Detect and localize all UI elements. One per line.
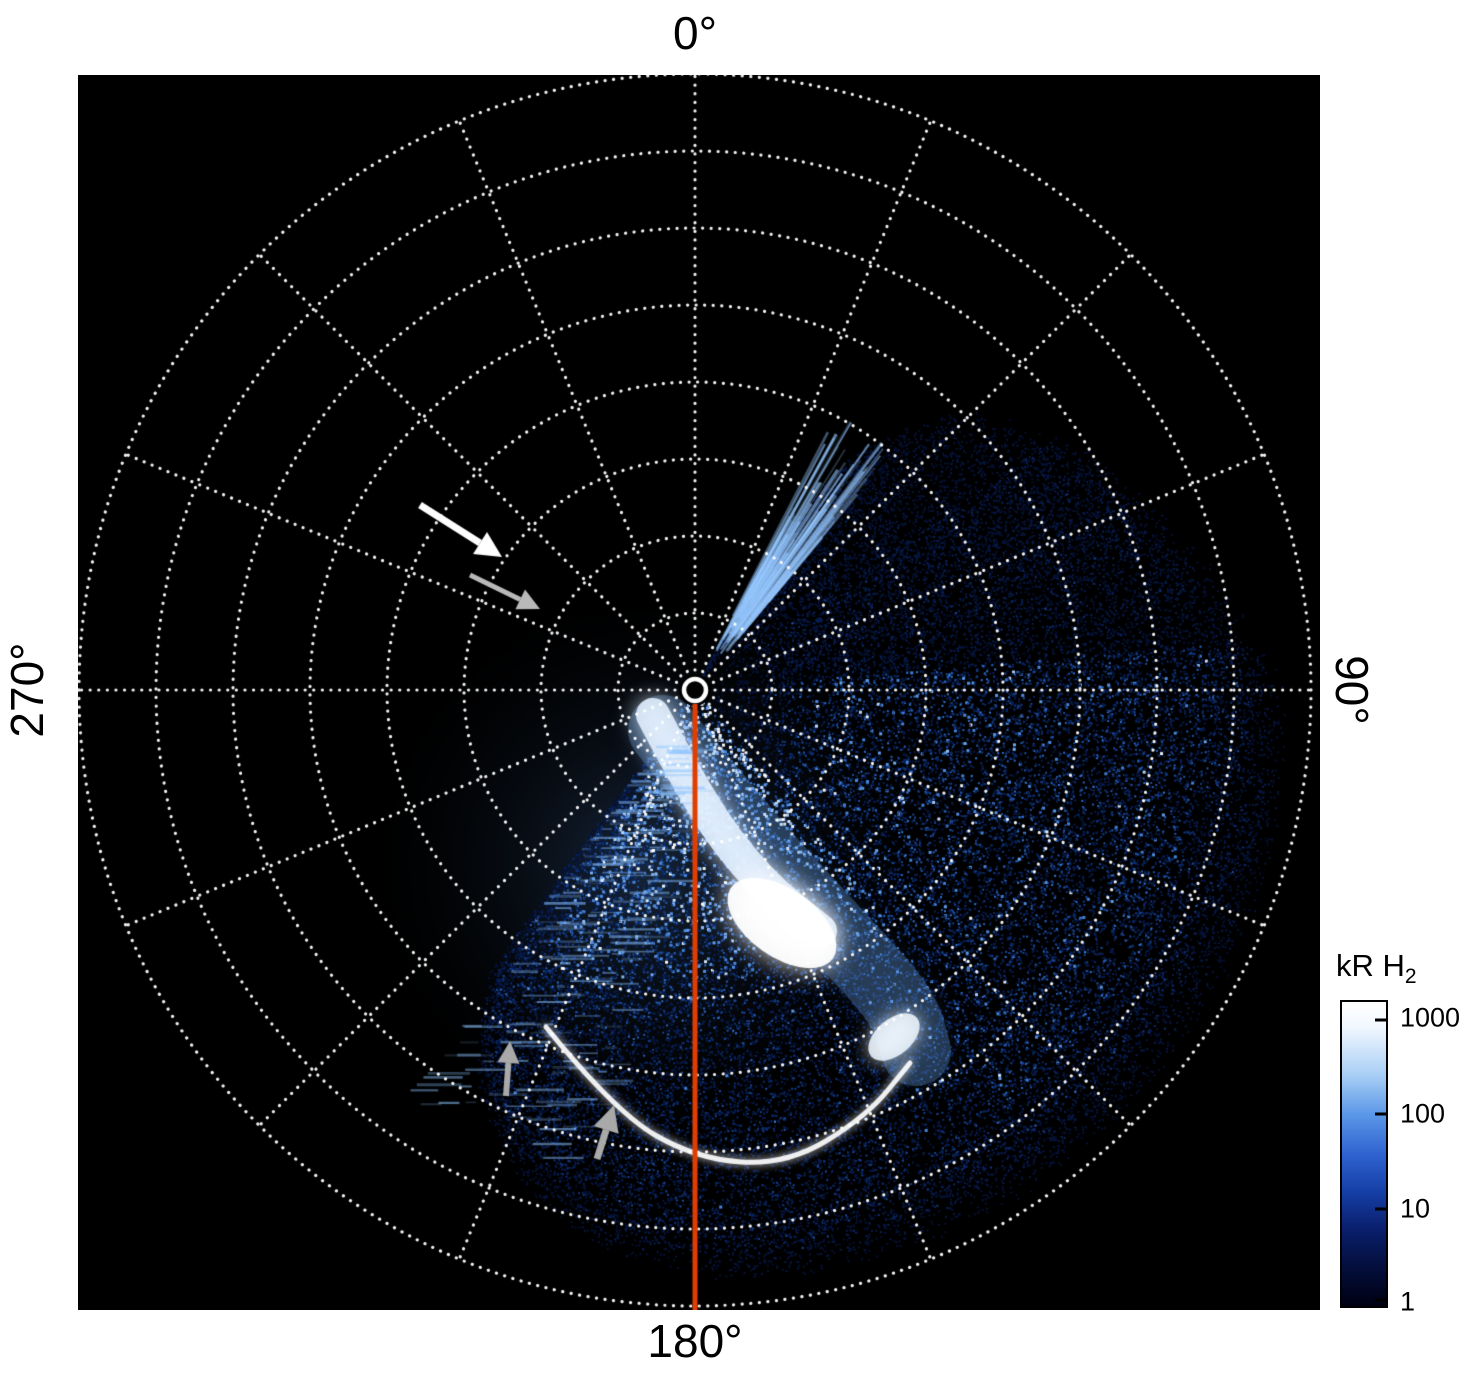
colorbar-tick-label: 1 (1400, 1286, 1416, 1317)
colorbar-tick-label: 10 (1400, 1193, 1431, 1224)
colorbar-tick-label: 100 (1400, 1098, 1446, 1129)
colorbar-title-main: kR H (1336, 948, 1405, 983)
colorbar-tick-labels: 1000 100 10 1 (1400, 1000, 1480, 1316)
colorbar-tick-label: 1000 (1400, 1002, 1461, 1033)
angle-label-270: 270° (1, 642, 53, 738)
angle-label-0: 0° (673, 7, 717, 59)
colorbar-tick-mark (1375, 1112, 1386, 1116)
angle-label-90: 90° (1326, 655, 1378, 725)
colorbar-tick-mark (1375, 1298, 1386, 1302)
angle-label-180: 180° (647, 1315, 743, 1367)
aurora-heatmap-canvas (78, 75, 1320, 1310)
colorbar-gradient (1340, 1000, 1388, 1308)
polar-plot-area (78, 75, 1320, 1310)
colorbar-tick-mark (1375, 1207, 1386, 1211)
colorbar-title: kR H2 (1336, 948, 1417, 989)
colorbar-tick-mark (1375, 1018, 1386, 1022)
colorbar-title-sub: 2 (1404, 965, 1417, 989)
